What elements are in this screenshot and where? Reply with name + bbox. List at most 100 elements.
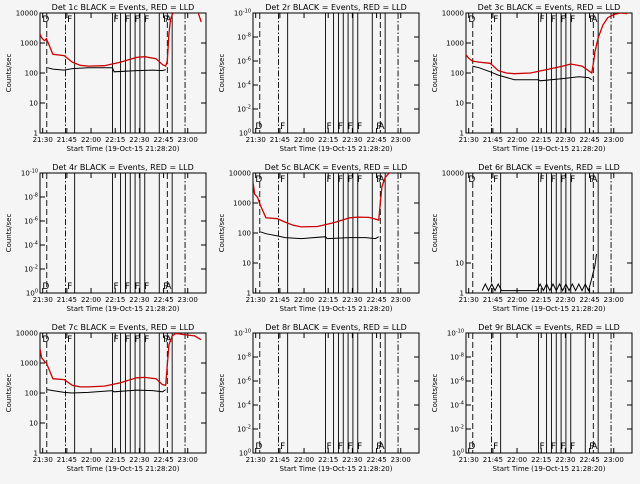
chart-panel-2: Det 2r BLACK = Events, RED = LLD 100 10-2 1… xyxy=(218,3,420,153)
y-tick-label: 100 xyxy=(26,289,38,298)
plot-frame xyxy=(252,12,420,134)
x-tick-label: 22:15 xyxy=(105,136,125,144)
flag-letter: D xyxy=(42,282,49,292)
x-tick-label: 22:15 xyxy=(531,136,551,144)
x-axis-title: Start Time (19-Oct-15 21:28:20) xyxy=(493,145,606,153)
flag-letter: D xyxy=(468,175,475,185)
x-tick-label: 23:00 xyxy=(391,136,411,144)
y-tick-label: 10-4 xyxy=(237,401,251,410)
x-tick-label: 23:00 xyxy=(391,456,411,464)
y-tick-label: 10-2 xyxy=(450,425,464,434)
x-tick-label: 22:30 xyxy=(555,456,575,464)
y-tick-label: 1 xyxy=(460,290,464,298)
x-tick-label: 22:00 xyxy=(507,136,527,144)
y-tick-label: 10-4 xyxy=(237,81,251,90)
y-tick-label: 100 xyxy=(25,70,38,78)
y-axis-title: Counts/sec xyxy=(431,214,439,253)
flag-letter: F xyxy=(113,282,118,292)
flag-letter: A xyxy=(378,122,385,132)
y-tick-label: 10 xyxy=(455,100,464,108)
y-tick-label: 100 xyxy=(239,129,251,138)
x-tick-label: 22:45 xyxy=(366,456,386,464)
x-tick-label: 21:45 xyxy=(270,136,290,144)
y-tick-label: 100 xyxy=(451,70,464,78)
y-tick-label: 10000 xyxy=(16,330,38,338)
flag-letter: P xyxy=(376,442,382,452)
y-tick-label: 1 xyxy=(460,130,464,138)
y-tick-label: 10 xyxy=(242,260,251,268)
plot-frame xyxy=(39,172,207,294)
x-tick-label: 22:30 xyxy=(129,296,149,304)
flag-letter: F xyxy=(134,15,139,25)
events-series-line xyxy=(481,253,597,293)
y-axis-title: Counts/sec xyxy=(5,214,13,253)
x-tick-label: 23:00 xyxy=(604,296,624,304)
flag-letter: F xyxy=(560,442,565,452)
y-tick-label: 100 xyxy=(452,449,464,458)
y-tick-label: 1000 xyxy=(446,40,464,48)
y-tick-label: 10-10 xyxy=(234,329,251,338)
x-tick-label: 21:30 xyxy=(459,296,479,304)
x-tick-label: 23:00 xyxy=(178,456,198,464)
x-axis-title: Start Time (19-Oct-15 21:28:20) xyxy=(280,145,393,153)
y-tick-label: 1000 xyxy=(233,200,251,208)
flag-letter: F xyxy=(560,175,565,185)
x-tick-label: 22:00 xyxy=(507,456,527,464)
flag-letter: P xyxy=(163,282,169,292)
flag-letter: A xyxy=(591,442,598,452)
plot-frame xyxy=(39,332,207,454)
x-tick-label: 21:30 xyxy=(459,456,479,464)
chart-panel-9: Det 9r BLACK = Events, RED = LLD 100 10-2 1… xyxy=(431,323,633,473)
y-tick-label: 100 xyxy=(25,390,38,398)
flag-letter: F xyxy=(539,442,544,452)
flag-letter: P xyxy=(376,122,382,132)
flag-letter: F xyxy=(338,175,343,185)
x-tick-label: 22:15 xyxy=(105,296,125,304)
chart-title: Det 6r BLACK = Events, RED = LLD xyxy=(478,163,620,172)
x-tick-label: 21:45 xyxy=(270,456,290,464)
chart-panel-3: Det 3c BLACK = Events, RED = LLD 1 10 100 10… xyxy=(431,3,633,153)
events-series-line xyxy=(472,65,592,82)
y-tick-label: 10 xyxy=(29,100,38,108)
x-tick-label: 21:30 xyxy=(459,136,479,144)
flag-letter: A xyxy=(165,335,172,345)
flag-letter: D xyxy=(42,335,49,345)
x-tick-label: 22:00 xyxy=(294,456,314,464)
plot-area: D F F F F F PA xyxy=(40,333,202,453)
x-tick-label: 21:30 xyxy=(33,456,53,464)
x-tick-label: 22:15 xyxy=(531,296,551,304)
x-tick-label: 22:45 xyxy=(153,296,173,304)
flag-letter: F xyxy=(347,442,352,452)
y-axis-title: Counts/sec xyxy=(5,54,13,93)
x-tick-label: 22:45 xyxy=(366,296,386,304)
x-tick-label: 23:00 xyxy=(604,136,624,144)
y-tick-label: 10-8 xyxy=(237,33,251,42)
flag-letter: F xyxy=(125,335,130,345)
y-tick-label: 100 xyxy=(238,230,251,238)
flag-letter: D xyxy=(255,442,262,452)
chart-title: Det 1c BLACK = Events, RED = LLD xyxy=(52,3,195,12)
plot-frame xyxy=(465,332,633,454)
x-axis-title: Start Time (19-Oct-15 21:28:20) xyxy=(67,465,180,473)
x-tick-label: 21:45 xyxy=(57,456,77,464)
plot-area: D F F F F F PA xyxy=(466,13,628,133)
flag-letter: P xyxy=(589,15,595,25)
y-tick-label: 10-10 xyxy=(21,169,38,178)
y-tick-label: 1 xyxy=(247,290,251,298)
x-tick-label: 23:00 xyxy=(391,296,411,304)
y-axis-title: Counts/sec xyxy=(218,214,226,253)
y-tick-label: 10-4 xyxy=(24,241,38,250)
y-tick-label: 1 xyxy=(34,130,38,138)
plot-frame xyxy=(252,332,420,454)
events-series-line xyxy=(47,67,166,73)
x-tick-label: 22:30 xyxy=(129,456,149,464)
flag-letter: F xyxy=(144,15,149,25)
x-tick-label: 22:45 xyxy=(579,456,599,464)
flag-letter: F xyxy=(551,175,556,185)
flag-letter: F xyxy=(113,335,118,345)
x-tick-label: 21:45 xyxy=(483,136,503,144)
flag-letter: F xyxy=(570,175,575,185)
x-axis-title: Start Time (19-Oct-15 21:28:20) xyxy=(493,465,606,473)
flag-letter: D xyxy=(468,442,475,452)
